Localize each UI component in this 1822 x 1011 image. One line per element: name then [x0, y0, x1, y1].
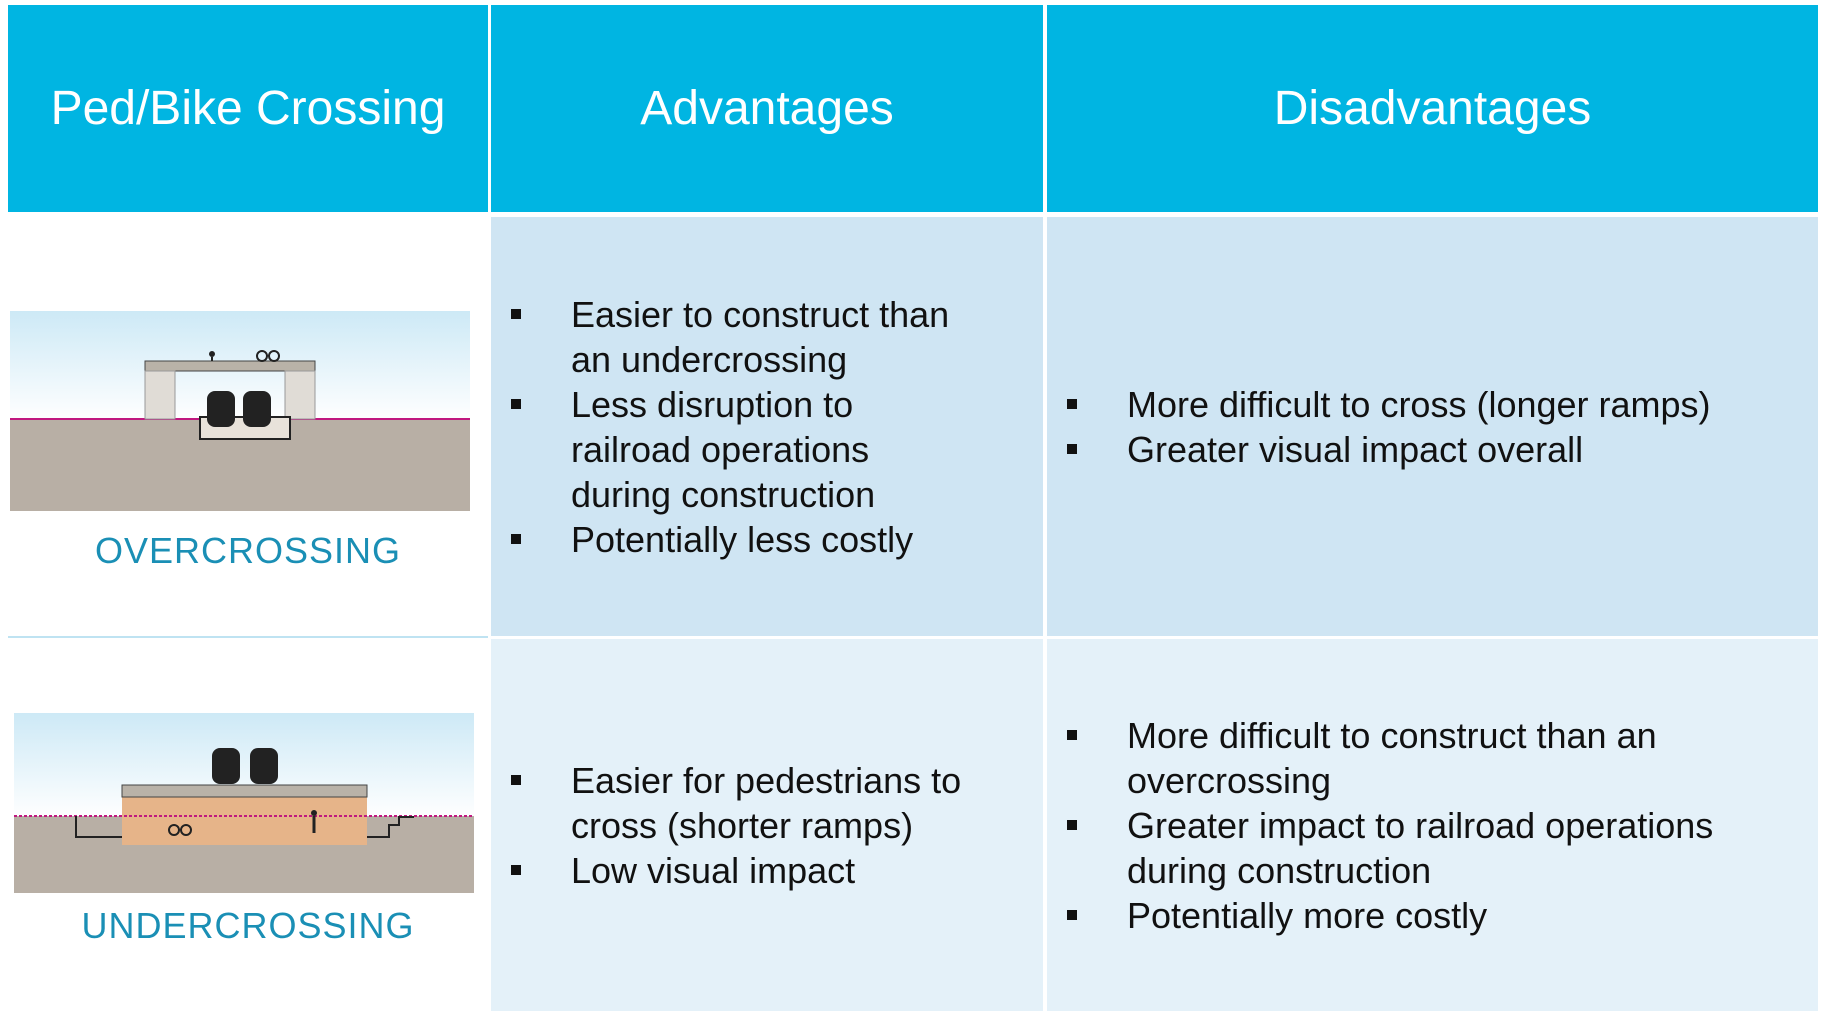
row-label: UNDERCROSSING — [81, 905, 415, 946]
undercrossing-illustration — [14, 713, 474, 893]
header-cell: Disadvantages — [1047, 5, 1818, 212]
advantages-cell: Easier for pedestrians to cross (shorter… — [491, 639, 1043, 1011]
bullet-list: More difficult to cross (longer ramps) Gr… — [1047, 382, 1807, 472]
bullet-item: Greater visual impact overall — [1047, 427, 1807, 472]
row-label: OVERCROSSING — [94, 530, 402, 571]
overcrossing-illustration — [10, 311, 470, 511]
bullet-list: More difficult to construct than an over… — [1047, 713, 1807, 938]
bullet-item: Easier to construct than an undercrossin… — [491, 292, 961, 382]
bullet-item: Low visual impact — [491, 848, 1021, 893]
advantages-cell: Easier to construct than an undercrossin… — [491, 217, 1043, 636]
bullet-list: Easier for pedestrians to cross (shorter… — [491, 758, 1021, 893]
bullet-item: Potentially less costly — [491, 517, 961, 562]
bullet-item: More difficult to construct than an over… — [1047, 713, 1807, 803]
bullet-item: Potentially more costly — [1047, 893, 1807, 938]
bullet-item: Easier for pedestrians to cross (shorter… — [491, 758, 1021, 848]
bullet-list: Easier to construct than an undercrossin… — [491, 292, 961, 562]
row-separator — [8, 636, 488, 638]
header-cell: Ped/Bike Crossing — [8, 5, 488, 212]
header-cell: Advantages — [491, 5, 1043, 212]
bullet-item: Less disruption to railroad operations d… — [491, 382, 961, 517]
disadvantages-cell: More difficult to construct than an over… — [1047, 639, 1818, 1011]
bullet-item: More difficult to cross (longer ramps) — [1047, 382, 1807, 427]
disadvantages-cell: More difficult to cross (longer ramps) Gr… — [1047, 217, 1818, 636]
bullet-item: Greater impact to railroad operations du… — [1047, 803, 1807, 893]
